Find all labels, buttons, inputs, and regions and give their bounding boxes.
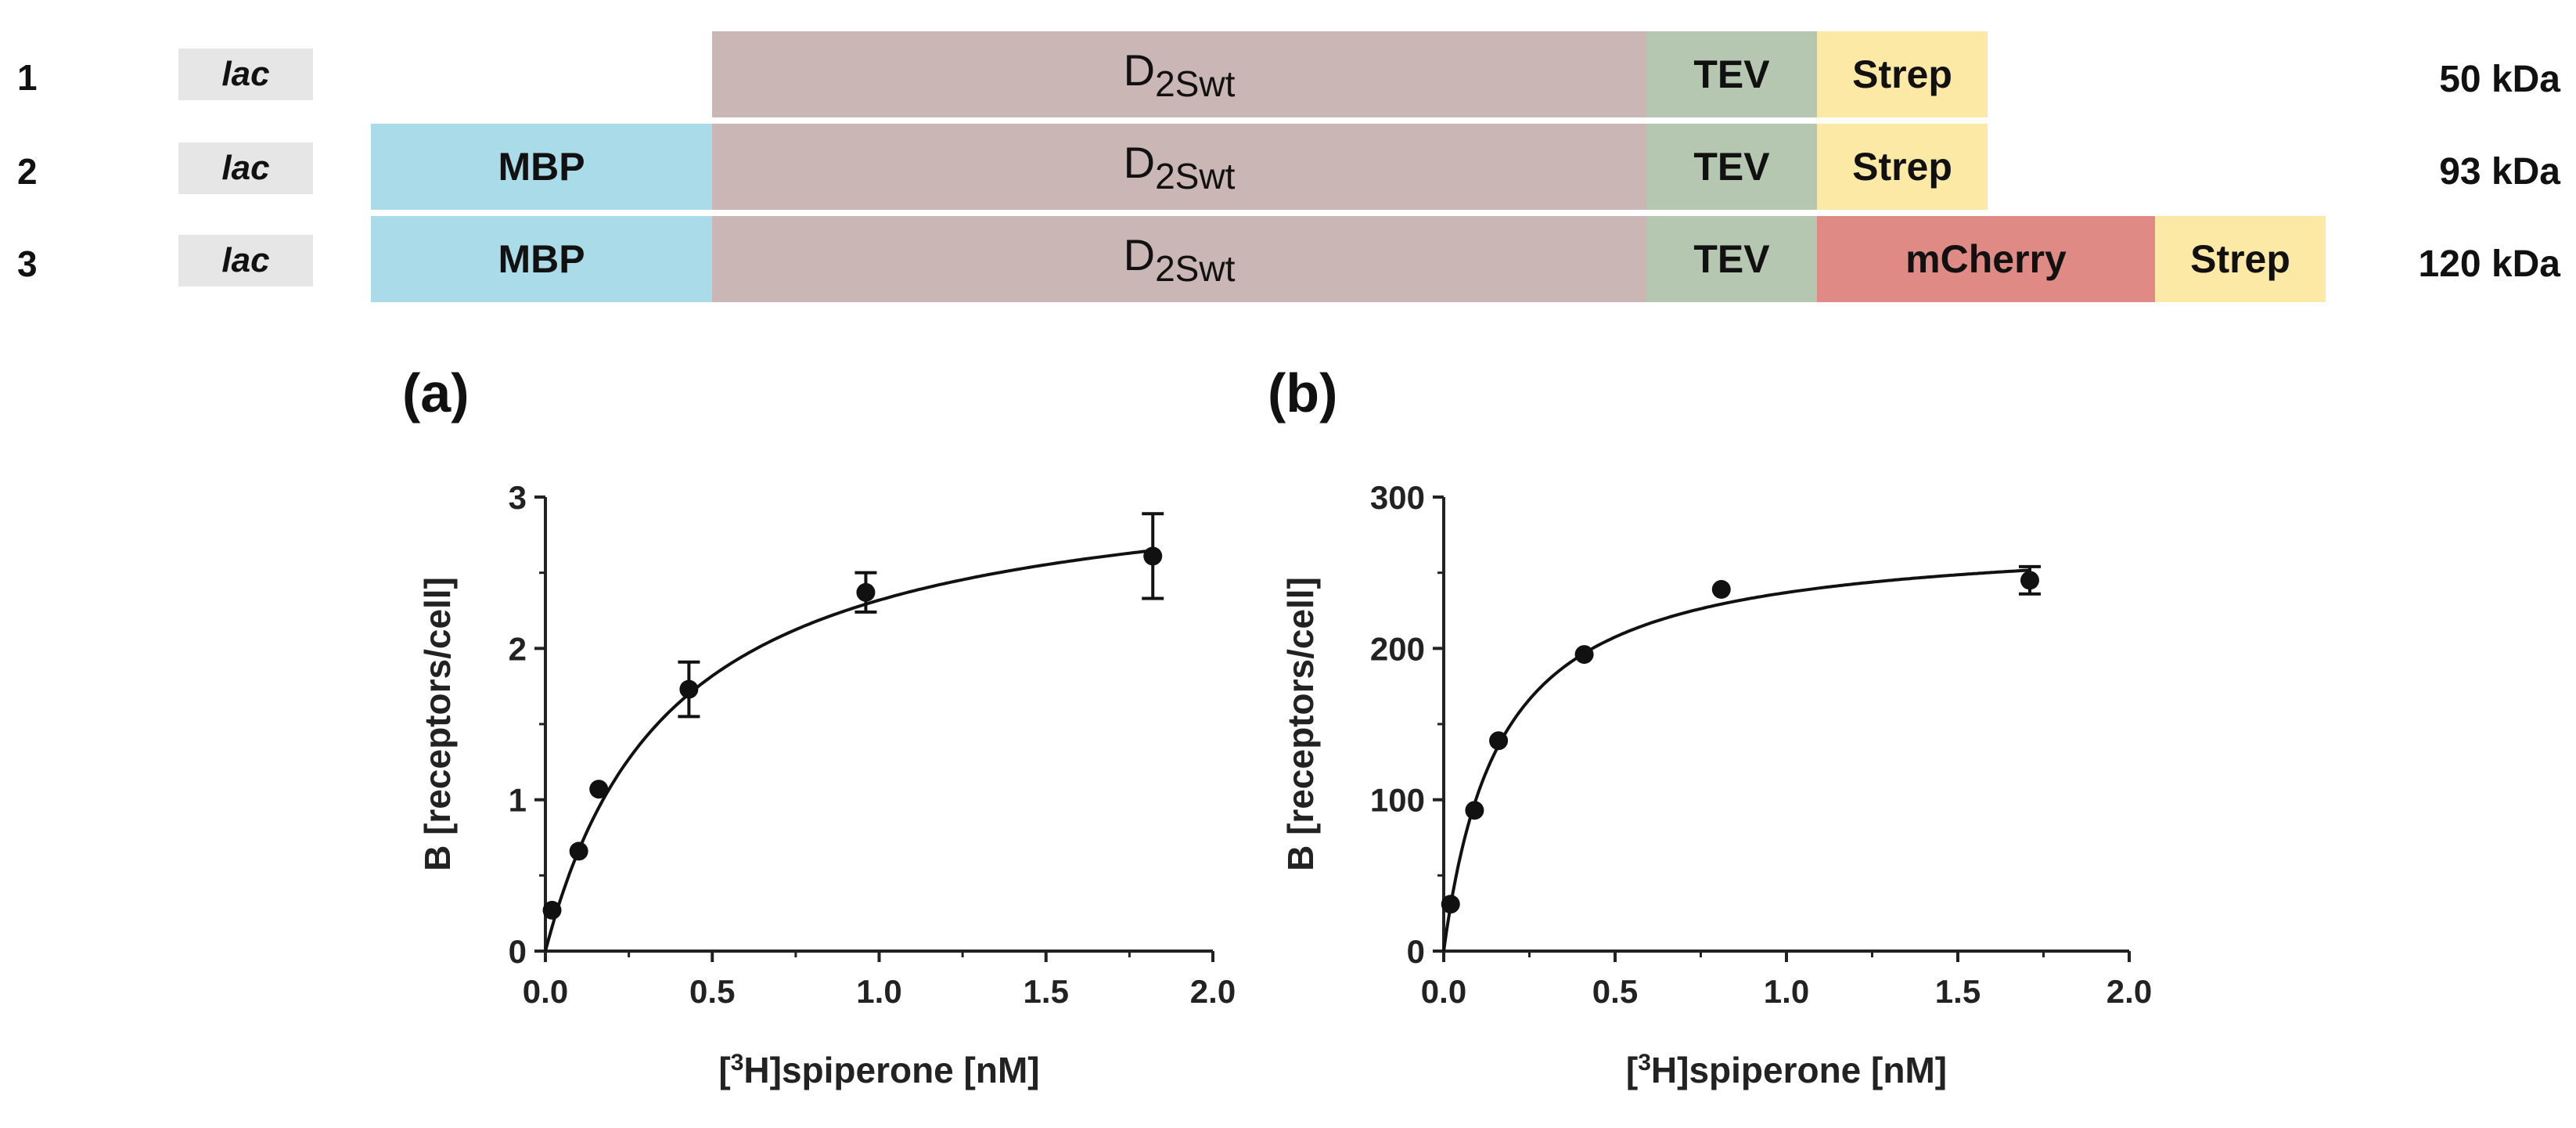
strep-segment: Strep [2155,216,2326,302]
molecular-mass: 120 kDa [2418,243,2560,285]
x-axis-label: [3H]spiperone [nM] [1626,1050,1947,1091]
data-point [1143,546,1163,566]
construct-number: 3 [17,243,38,284]
mbp-segment: MBP [371,216,712,302]
data-point [1465,801,1484,820]
data-point [1711,579,1731,599]
lac-promoter: lac [178,235,313,287]
y-tick-label: 300 [1370,479,1425,516]
construct-number: 2 [17,151,38,192]
data-point [589,780,609,799]
y-axis-label: B [receptors/cell] [417,577,458,871]
tev-segment: TEV [1646,124,1817,210]
y-tick-label: 100 [1370,782,1425,819]
panel-label-a: (a) [402,362,470,423]
d2swt-segment: D2Swt [712,124,1646,210]
data-point [679,679,699,699]
d2-label: D2Swt [1123,229,1236,289]
d2-label: D2Swt [1123,137,1236,196]
strep-segment: Strep [1817,124,1988,210]
data-point [1441,895,1460,914]
molecular-mass: 50 kDa [2439,59,2560,100]
x-tick-label: 1.0 [1764,973,1809,1010]
data-point [542,900,562,920]
strep-segment: Strep [1817,31,1988,117]
y-tick-label: 3 [509,479,527,516]
panel-label-b: (b) [1268,362,1338,423]
data-point [856,582,876,602]
lac-promoter: lac [178,142,313,194]
data-point [2020,571,2039,590]
x-tick-label: 0.0 [523,973,568,1010]
binding-chart-a: 0.0 0.5 1.0 1.5 2.0 0 1 2 3 [3H]spiperone [nM] B [… [417,479,1236,1091]
x-tick-label: 1.5 [1935,973,1981,1010]
fit-curve [544,549,1153,952]
tev-segment: TEV [1646,31,1817,117]
x-tick-label: 0.5 [689,973,735,1010]
x-tick-label: 0.0 [1421,973,1466,1010]
y-tick-label: 2 [509,630,527,667]
data-point [569,841,588,861]
d2swt-segment: D2Swt [712,31,1646,117]
x-tick-label: 1.5 [1024,973,1069,1010]
y-axis-label: B [receptors/cell] [1280,577,1321,871]
x-tick-label: 1.0 [856,973,901,1010]
y-tick-label: 1 [509,782,527,819]
tev-segment: TEV [1646,216,1817,302]
y-tick-label: 0 [509,933,527,970]
construct-number: 1 [17,57,38,98]
y-tick-label: 200 [1370,630,1425,667]
lac-promoter: lac [178,49,313,100]
data-point [1574,645,1594,665]
x-tick-label: 0.5 [1592,973,1638,1010]
y-tick-label: 0 [1407,933,1425,970]
binding-chart-b: 0.0 0.5 1.0 1.5 2.0 0 100 200 300 [3H]spiperone [… [1280,479,2152,1091]
x-tick-label: 2.0 [1190,973,1236,1010]
x-axis-label: [3H]spiperone [nM] [718,1050,1039,1091]
mbp-segment: MBP [371,124,712,210]
fit-curve [1442,568,2031,952]
d2swt-segment: D2Swt [712,216,1646,302]
molecular-mass: 93 kDa [2439,151,2560,193]
d2-label: D2Swt [1123,45,1236,104]
data-point [1489,731,1509,751]
mcherry-segment: mCherry [1817,216,2155,302]
x-tick-label: 2.0 [2106,973,2152,1010]
